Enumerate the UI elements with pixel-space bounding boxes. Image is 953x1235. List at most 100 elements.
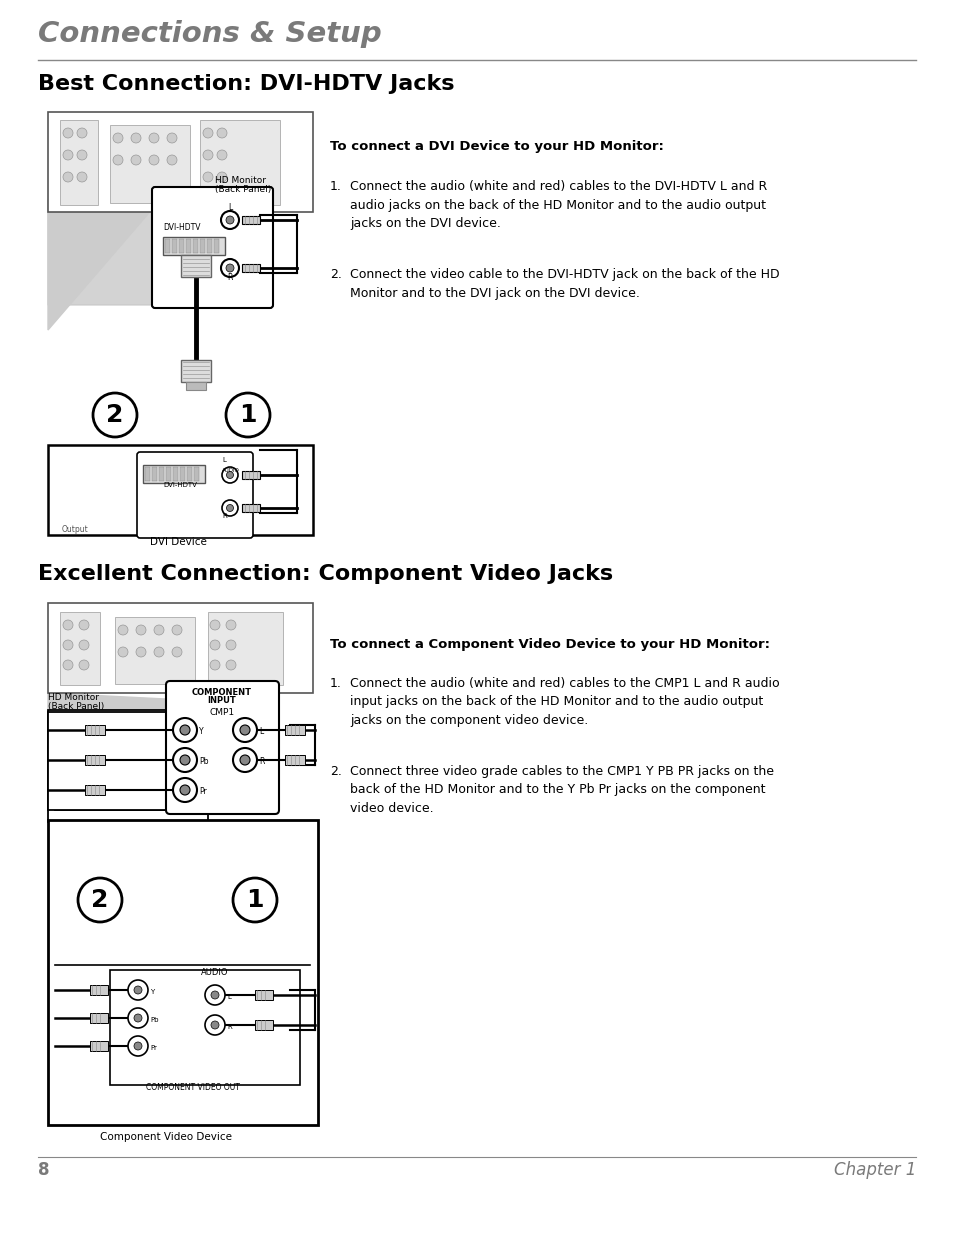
- Circle shape: [128, 1036, 148, 1056]
- Text: R: R: [222, 513, 227, 519]
- Circle shape: [79, 640, 89, 650]
- Circle shape: [63, 128, 73, 138]
- Bar: [85, 725, 105, 735]
- Circle shape: [240, 725, 250, 735]
- Text: Chapter 1: Chapter 1: [833, 1161, 915, 1179]
- Circle shape: [205, 986, 225, 1005]
- Text: Connections & Setup: Connections & Setup: [38, 20, 381, 48]
- Text: 2.: 2.: [330, 764, 341, 778]
- Bar: [172, 467, 178, 480]
- Bar: [48, 747, 208, 785]
- Text: Pb: Pb: [199, 757, 209, 767]
- Circle shape: [167, 133, 177, 143]
- Bar: [242, 471, 260, 479]
- FancyBboxPatch shape: [152, 186, 273, 308]
- Text: Component Video Device: Component Video Device: [100, 1132, 232, 1142]
- Bar: [110, 969, 299, 1086]
- Text: COMPONENT: COMPONENT: [192, 688, 252, 697]
- Bar: [254, 990, 273, 1000]
- Bar: [90, 1013, 108, 1023]
- Circle shape: [136, 625, 146, 635]
- Circle shape: [226, 659, 235, 671]
- Circle shape: [128, 1008, 148, 1028]
- Bar: [110, 125, 190, 203]
- Polygon shape: [48, 200, 160, 330]
- Bar: [187, 467, 192, 480]
- Circle shape: [153, 647, 164, 657]
- Text: AUDIO: AUDIO: [222, 468, 239, 473]
- Bar: [48, 820, 317, 1125]
- Text: Pr: Pr: [199, 788, 207, 797]
- Circle shape: [203, 172, 213, 182]
- Bar: [186, 240, 191, 253]
- Text: 1.: 1.: [330, 180, 341, 193]
- Circle shape: [112, 133, 123, 143]
- Circle shape: [63, 149, 73, 161]
- Text: Connect the video cable to the DVI-HDTV jack on the back of the HD
Monitor and t: Connect the video cable to the DVI-HDTV …: [350, 268, 779, 300]
- Circle shape: [226, 264, 233, 272]
- Bar: [208, 613, 283, 685]
- Bar: [242, 264, 260, 272]
- Circle shape: [149, 133, 159, 143]
- Circle shape: [233, 718, 256, 742]
- Text: Connect the audio (white and red) cables to the CMP1 L and R audio
input jacks o: Connect the audio (white and red) cables…: [350, 677, 779, 727]
- Bar: [85, 785, 105, 795]
- Bar: [62, 726, 198, 810]
- FancyBboxPatch shape: [137, 452, 253, 538]
- Text: DVI Device: DVI Device: [150, 537, 206, 547]
- Text: Pb: Pb: [150, 1016, 158, 1023]
- Circle shape: [63, 659, 73, 671]
- Bar: [186, 382, 206, 390]
- Bar: [90, 986, 108, 995]
- Text: To connect a DVI Device to your HD Monitor:: To connect a DVI Device to your HD Monit…: [330, 140, 663, 153]
- Circle shape: [216, 149, 227, 161]
- Circle shape: [210, 640, 220, 650]
- Bar: [172, 240, 177, 253]
- Bar: [180, 467, 185, 480]
- Circle shape: [118, 625, 128, 635]
- Bar: [285, 725, 305, 735]
- Text: L: L: [222, 457, 226, 463]
- Bar: [200, 120, 280, 205]
- Circle shape: [128, 981, 148, 1000]
- Bar: [181, 254, 211, 277]
- Bar: [48, 445, 313, 535]
- Circle shape: [205, 1015, 225, 1035]
- Bar: [48, 784, 208, 823]
- Bar: [48, 603, 313, 693]
- Bar: [242, 216, 260, 224]
- Bar: [152, 467, 157, 480]
- Circle shape: [133, 986, 142, 994]
- Text: INPUT: INPUT: [208, 697, 236, 705]
- Bar: [48, 112, 313, 212]
- Text: COMPONENT VIDEO OUT: COMPONENT VIDEO OUT: [146, 1083, 240, 1092]
- Circle shape: [226, 393, 270, 437]
- Circle shape: [210, 659, 220, 671]
- Circle shape: [77, 149, 87, 161]
- Bar: [90, 1041, 108, 1051]
- Text: 2.: 2.: [330, 268, 341, 282]
- Text: Connect three video grade cables to the CMP1 Y PB PR jacks on the
back of the HD: Connect three video grade cables to the …: [350, 764, 773, 815]
- Bar: [207, 240, 212, 253]
- Text: Y: Y: [199, 727, 203, 736]
- Circle shape: [180, 785, 190, 795]
- FancyBboxPatch shape: [166, 680, 278, 814]
- Polygon shape: [48, 195, 165, 305]
- Circle shape: [233, 878, 276, 923]
- Circle shape: [131, 133, 141, 143]
- Circle shape: [133, 1042, 142, 1050]
- Circle shape: [203, 149, 213, 161]
- Bar: [181, 359, 211, 382]
- Circle shape: [180, 725, 190, 735]
- Text: To connect a Component Video Device to your HD Monitor:: To connect a Component Video Device to y…: [330, 638, 769, 651]
- Bar: [115, 618, 194, 684]
- Bar: [48, 713, 198, 810]
- Bar: [193, 240, 198, 253]
- Circle shape: [149, 156, 159, 165]
- Text: Output: Output: [62, 525, 89, 534]
- Circle shape: [216, 172, 227, 182]
- Circle shape: [203, 128, 213, 138]
- Circle shape: [222, 500, 237, 516]
- Bar: [166, 467, 171, 480]
- Bar: [159, 467, 164, 480]
